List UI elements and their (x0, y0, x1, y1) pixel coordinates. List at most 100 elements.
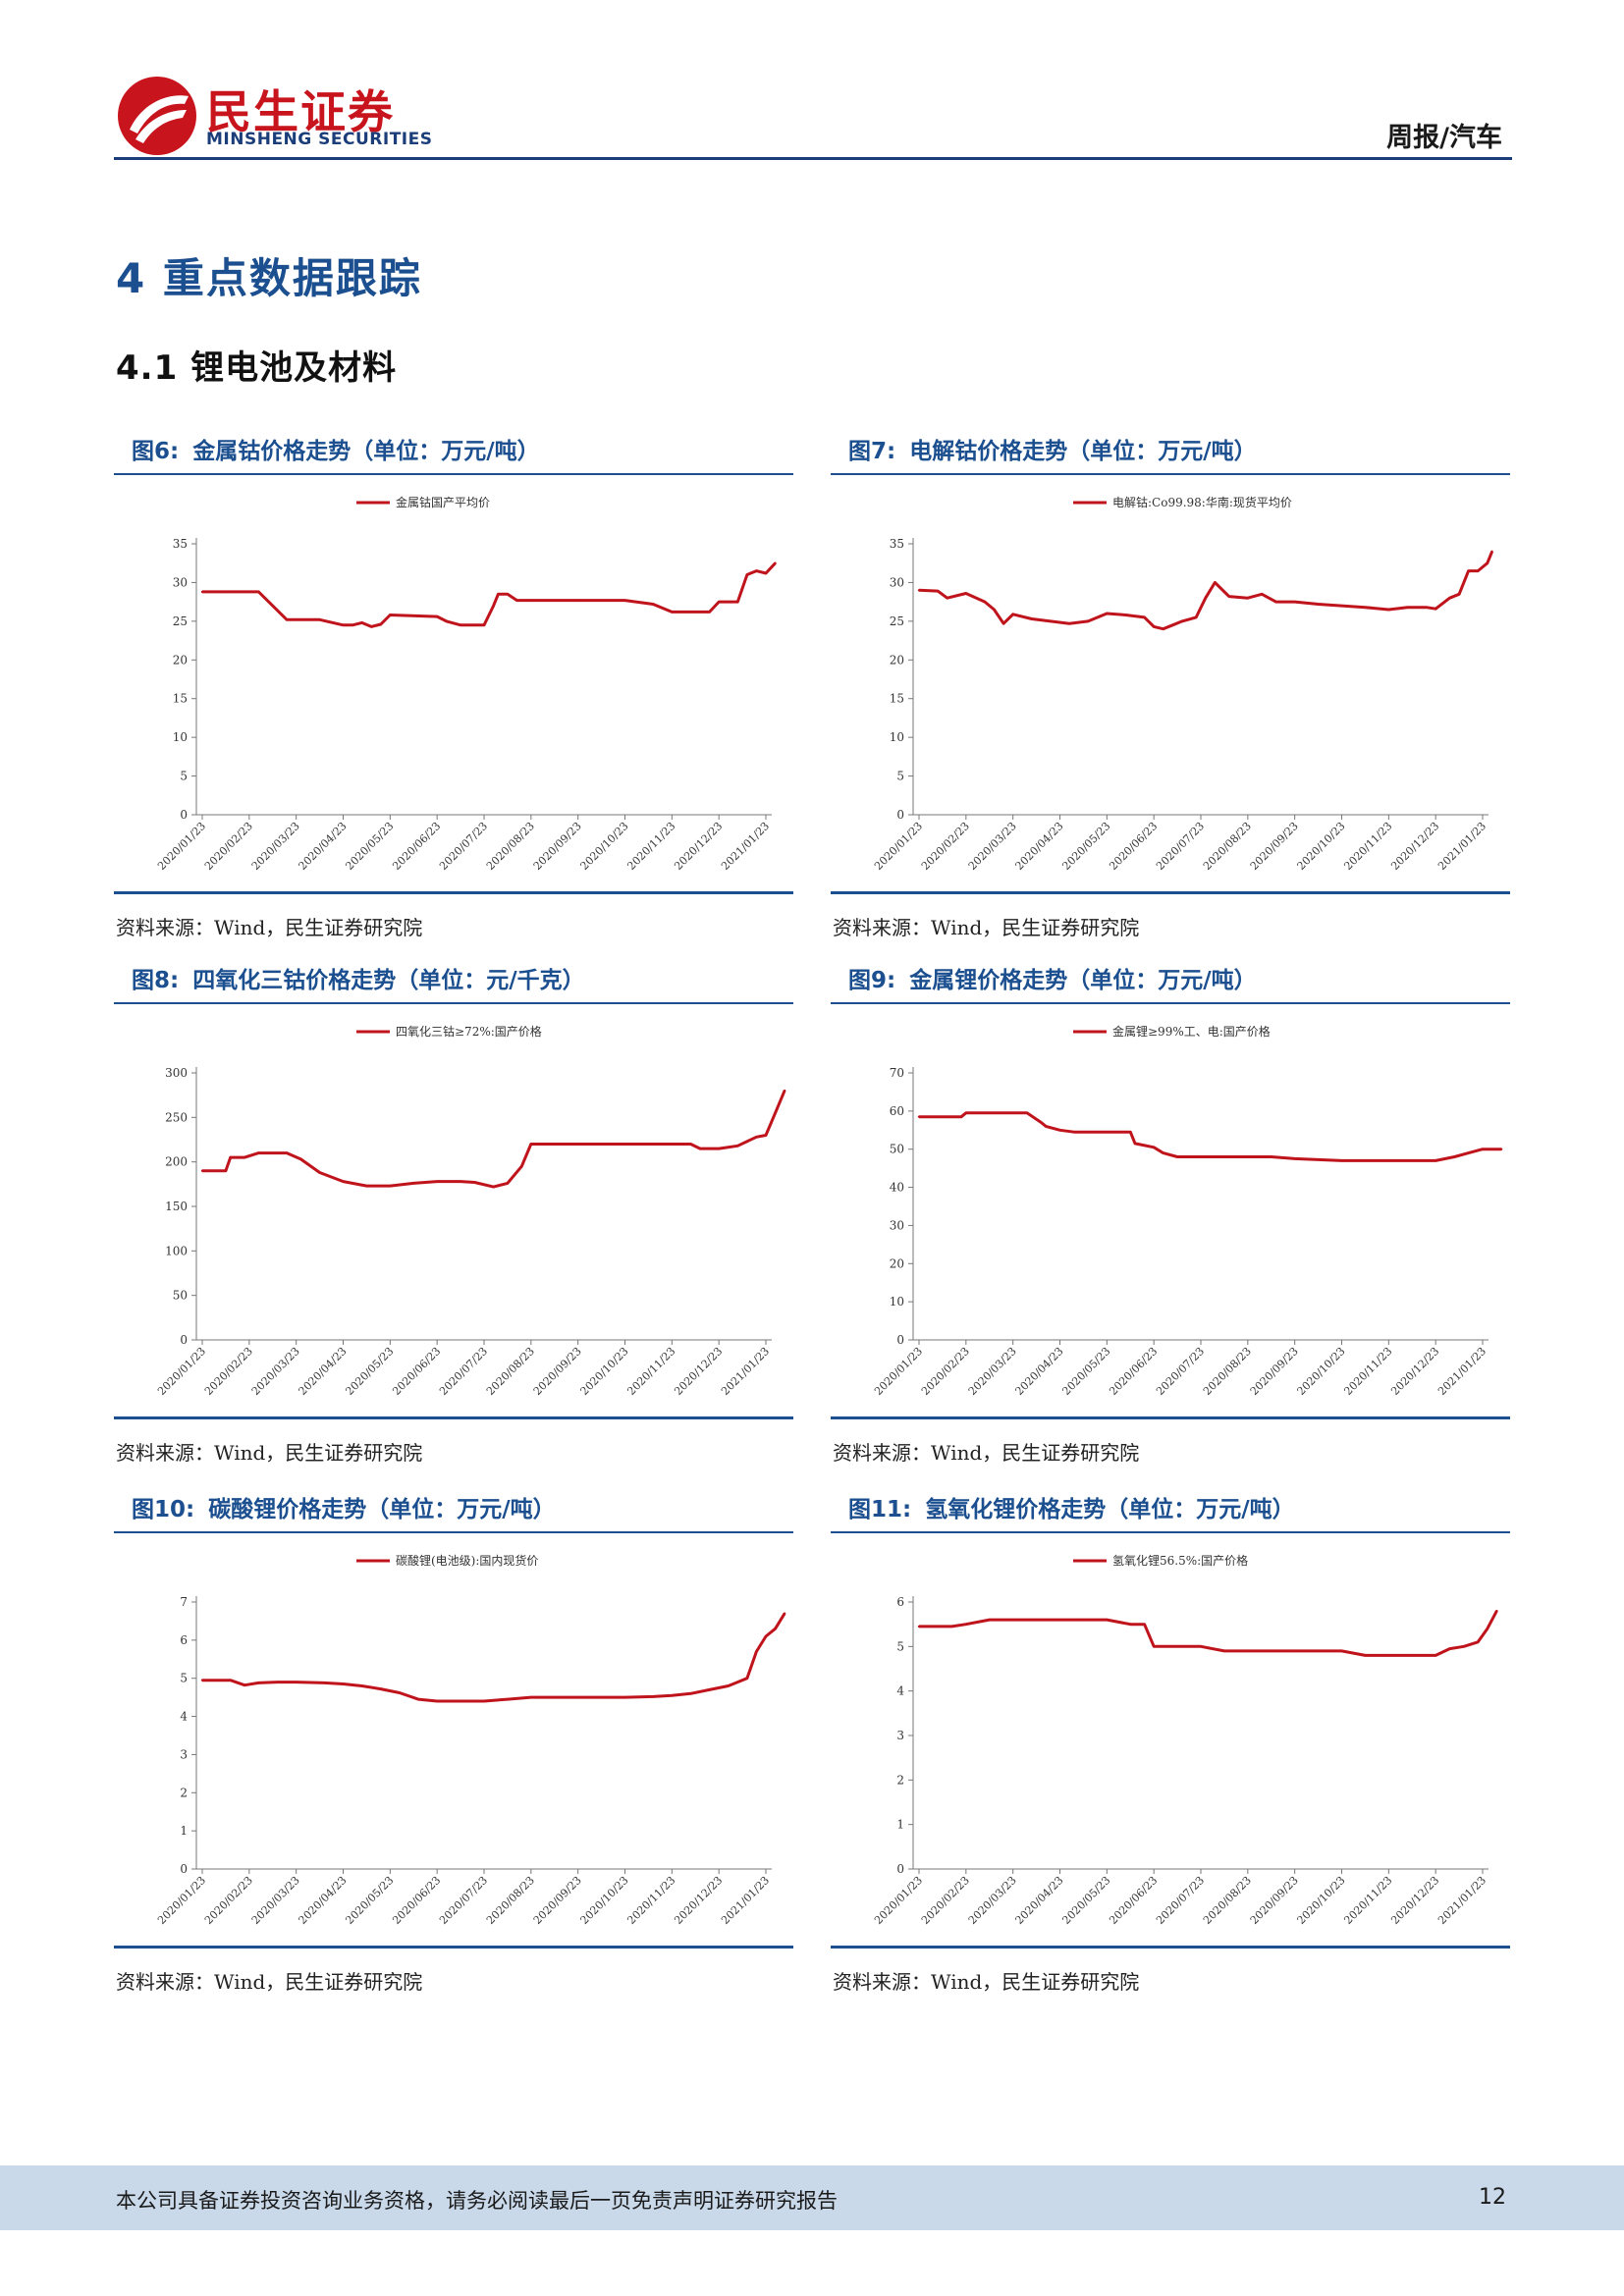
y-tick-label: 4 (896, 1684, 904, 1698)
data-point (389, 1184, 392, 1188)
data-point (1152, 625, 1156, 628)
data-point (360, 621, 363, 624)
data-point (224, 590, 228, 594)
legend-label: 碳酸锂(电池级):国内现货价 (396, 1553, 538, 1568)
figure-9: 图9: 金属锂价格走势（单位：万元/吨） 0 10 20 30 40 50 60 70 2020/… (831, 959, 1510, 1466)
x-tick-label: 2020/07/23 (437, 1874, 490, 1927)
x-tick-label: 2020/07/23 (437, 1345, 490, 1398)
y-tick-label: 15 (890, 692, 904, 706)
data-point (1204, 597, 1207, 600)
data-point (946, 597, 948, 600)
series-line (918, 551, 1493, 631)
data-point (1106, 1618, 1109, 1622)
data-point (529, 1143, 533, 1146)
data-point (1293, 1649, 1296, 1653)
data-point (1162, 627, 1164, 630)
x-tick-label: 2020/04/23 (297, 1874, 350, 1927)
x-tick-label: 2020/08/23 (1201, 820, 1254, 873)
series-line (919, 1111, 1502, 1162)
data-point (1246, 597, 1250, 600)
data-point (1035, 1618, 1038, 1622)
x-tick-label: 2020/02/23 (202, 1345, 255, 1398)
x-tick-label: 2020/07/23 (437, 820, 490, 873)
data-point (416, 1697, 420, 1701)
x-tick-label: 2020/05/23 (343, 820, 396, 873)
data-point (243, 1155, 246, 1159)
data-point (389, 614, 392, 616)
y-tick-label: 10 (890, 730, 904, 744)
x-tick-label: 2020/11/23 (1341, 1345, 1394, 1398)
x-tick-label: 2020/05/23 (1059, 820, 1112, 873)
y-tick-label: 50 (173, 1289, 188, 1303)
figure-caption: 四氧化三钴价格走势（单位：元/千克） (192, 968, 585, 993)
chart-area: 0 50 100 150 200 250 300 2020/01/23 2020/02/23 20… (114, 1004, 793, 1419)
data-point (1246, 1649, 1250, 1653)
data-point (482, 1699, 486, 1703)
x-tick-label: 2020/11/23 (624, 1874, 677, 1927)
electrolytic-cobalt-chart: 051015202530352020/01/232020/02/232020/0… (872, 495, 1493, 873)
data-point (506, 1697, 510, 1701)
data-point (1143, 615, 1146, 619)
data-point (412, 1182, 415, 1185)
data-point (1462, 1645, 1466, 1648)
y-tick-label: 300 (165, 1066, 188, 1080)
data-point (1001, 622, 1005, 625)
x-tick-label: 2020/05/23 (1059, 1345, 1112, 1398)
data-point (736, 1145, 739, 1148)
y-tick-label: 5 (896, 1639, 904, 1653)
data-point (299, 1157, 302, 1161)
data-point (342, 1682, 345, 1685)
data-point (520, 1165, 523, 1168)
x-tick-label: 2020/10/23 (578, 1874, 631, 1927)
data-point (783, 1089, 786, 1093)
x-tick-label: 2020/06/23 (1107, 1874, 1160, 1927)
x-tick-label: 2021/01/23 (1435, 1345, 1489, 1398)
data-point (1467, 1151, 1470, 1154)
x-tick-label: 2020/03/23 (966, 1345, 1019, 1398)
data-point (1082, 1618, 1085, 1622)
brand-name-cn: 民生证券 (206, 85, 395, 138)
data-point (379, 1687, 382, 1690)
data-point (671, 1694, 674, 1697)
report-type: 周报/汽车 (1386, 123, 1502, 153)
data-point (342, 623, 345, 626)
data-point (1067, 622, 1071, 625)
figure-7: 图7: 电解钴价格走势（单位：万元/吨） 0 5 10 15 20 25 30 35 2020/0… (831, 430, 1510, 940)
data-point (1477, 1640, 1480, 1643)
data-point (243, 1683, 246, 1686)
x-tick-label: 2020/01/23 (872, 1874, 925, 1927)
data-point (459, 623, 462, 626)
x-tick-label: 2020/11/23 (1341, 820, 1394, 873)
data-point (1387, 608, 1390, 612)
series-line (202, 1612, 786, 1703)
y-tick-label: 5 (180, 1672, 188, 1685)
data-point (689, 1692, 692, 1695)
lithium-carbonate-chart: 012345672020/01/232020/02/232020/03/2320… (155, 1553, 786, 1927)
legend-label: 电解钴:Co99.98:华南:现货平均价 (1112, 495, 1292, 509)
data-point (708, 1688, 711, 1691)
footer-disclaimer: 本公司具备证券投资咨询业务资格，请务必阅读最后一页免责声明证券研究报告 (116, 2189, 838, 2213)
data-point (295, 1681, 298, 1683)
x-tick-label: 2020/01/23 (872, 1345, 925, 1398)
data-point (1340, 604, 1343, 608)
lithium-hydroxide-chart: 01234562020/01/232020/02/232020/03/23202… (872, 1553, 1498, 1927)
x-tick-label: 2020/08/23 (484, 1345, 537, 1398)
data-point (435, 1699, 439, 1703)
data-point (365, 1184, 368, 1188)
y-tick-label: 40 (890, 1181, 904, 1195)
data-point (1340, 1159, 1343, 1162)
y-tick-label: 3 (896, 1729, 904, 1742)
data-point (917, 1625, 921, 1629)
x-tick-label: 2020/08/23 (1201, 1874, 1254, 1927)
section-heading: 4 重点数据跟踪 (116, 254, 422, 302)
x-tick-label: 2020/09/23 (531, 1345, 584, 1398)
data-point (745, 1677, 749, 1680)
data-point (623, 1695, 626, 1699)
data-point (445, 619, 448, 623)
x-tick-label: 2020/03/23 (966, 1874, 1019, 1927)
y-tick-label: 1 (180, 1824, 188, 1838)
x-tick-label: 2020/07/23 (1154, 1345, 1207, 1398)
data-point (257, 590, 260, 594)
x-tick-label: 2020/02/23 (919, 1345, 972, 1398)
data-point (323, 1682, 326, 1684)
